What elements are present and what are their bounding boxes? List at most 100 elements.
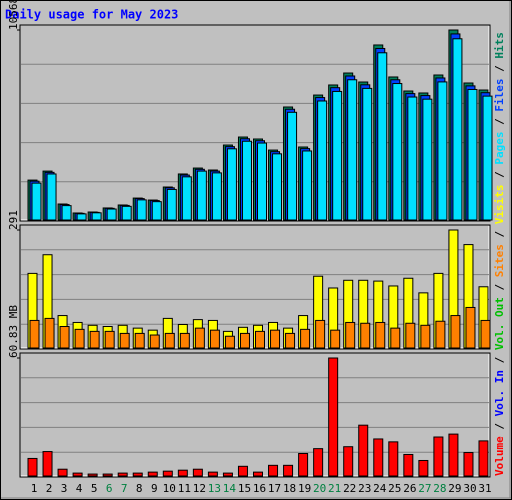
x-tick-label: 26 [403,482,416,495]
bar [31,182,42,221]
bar [166,188,177,221]
x-tick-label: 31 [478,482,491,495]
y-tick-label: 10568 [7,0,20,30]
bar [465,306,476,349]
x-tick-label: 1 [31,482,38,495]
bar [149,334,160,349]
bar [300,328,311,349]
bar [268,464,279,477]
bar [362,87,373,221]
bar [360,322,371,349]
bar [285,332,296,349]
bar [388,441,399,477]
bar [192,468,203,477]
bar [437,81,448,221]
bar [433,436,444,477]
bar [418,459,429,477]
bar [347,79,358,221]
bar [403,453,414,477]
bar [42,451,53,477]
bar [390,327,401,349]
legend-separator: / [493,224,506,244]
x-tick-label: 21 [328,482,341,495]
bar [102,473,113,477]
bar [405,322,416,349]
bar [151,201,162,221]
bar [328,357,339,477]
bar [287,111,298,221]
bar [330,329,341,349]
bar [121,205,132,221]
bar [313,448,324,477]
legend: Volume / Vol. In / Vol. Out / Sites / Vi… [493,32,506,476]
bar [478,440,489,477]
bar [87,473,98,477]
bar [194,327,205,349]
x-tick-label: 10 [163,482,176,495]
legend-separator: / [493,416,506,436]
bar [420,324,431,349]
bar [46,173,57,221]
bar [373,438,384,477]
legend-entry: Vol. In [493,370,506,416]
y-tick-label: 291 [7,210,20,230]
legend-separator: / [493,112,506,132]
legend-entry: Files [493,79,506,112]
bar [467,88,478,221]
bar [27,457,38,477]
bar [345,321,356,349]
bar [29,319,40,349]
x-tick-label: 28 [433,482,446,495]
bar [302,150,313,221]
legend-separator: / [493,165,506,185]
x-tick-label: 29 [448,482,461,495]
bar [332,90,343,221]
bar [315,319,326,349]
bar [239,332,250,349]
bar [61,205,72,221]
bar [136,199,147,221]
bar [480,319,491,349]
y-tick-label: 60.83 MB [7,305,20,358]
bar [422,98,433,221]
legend-separator: / [493,350,506,370]
x-tick-label: 17 [268,482,281,495]
bar [241,140,252,221]
x-tick-label: 6 [106,482,113,495]
bar [343,446,354,477]
chart-title: Daily usage for May 2023 [5,8,178,22]
bar [147,471,158,477]
bar [132,472,143,477]
bar [209,329,220,349]
bar [59,326,70,349]
bar [196,170,207,221]
x-tick-label: 12 [193,482,206,495]
bar [358,424,369,477]
bar [375,321,386,349]
x-tick-label: 19 [298,482,311,495]
bar [392,83,403,221]
x-tick-label: 9 [151,482,158,495]
x-tick-label: 11 [178,482,191,495]
bar [207,471,218,477]
x-tick-label: 7 [121,482,128,495]
bar [89,330,100,349]
bar [181,176,192,221]
bar [435,320,446,349]
bar [452,38,463,221]
legend-entry: Hits [493,32,506,59]
bar [298,452,309,477]
legend-separator: / [493,277,506,297]
x-tick-label: 4 [76,482,83,495]
bar [377,52,388,221]
bar [91,212,102,221]
x-tick-label: 27 [418,482,431,495]
bar [104,330,115,349]
x-tick-label: 24 [373,482,387,495]
x-tick-label: 15 [238,482,251,495]
bar [283,464,294,477]
legend-separator: / [493,59,506,79]
x-tick-label: 13 [208,482,221,495]
bar [407,96,418,221]
